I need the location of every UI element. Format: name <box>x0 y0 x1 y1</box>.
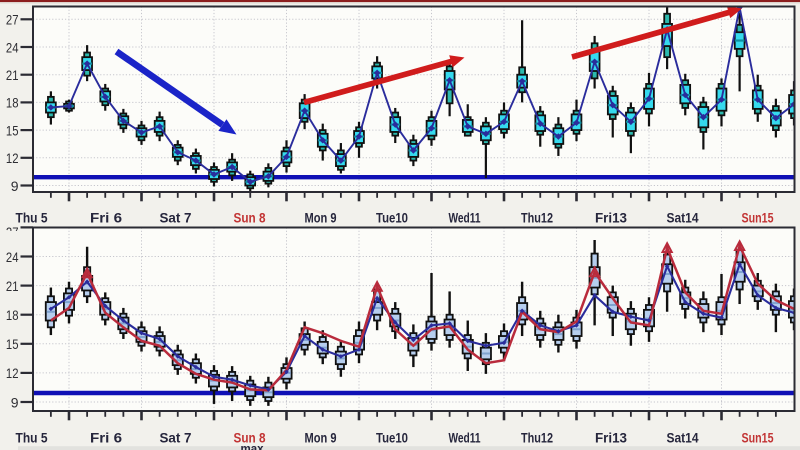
svg-text:18: 18 <box>6 95 19 111</box>
svg-text:Wed11: Wed11 <box>449 211 481 226</box>
svg-text:15: 15 <box>6 336 19 352</box>
svg-text:Thu12: Thu12 <box>521 211 553 226</box>
svg-text:15: 15 <box>6 122 19 138</box>
svg-text:27: 27 <box>6 12 19 28</box>
svg-text:Sun15: Sun15 <box>742 431 774 446</box>
svg-text:12: 12 <box>6 150 19 166</box>
svg-text:Mon 9: Mon 9 <box>305 431 337 446</box>
svg-text:18: 18 <box>6 307 19 323</box>
svg-text:9: 9 <box>11 394 19 410</box>
svg-text:Tue10: Tue10 <box>376 211 408 226</box>
svg-text:max: max <box>240 444 264 450</box>
svg-text:Fri13: Fri13 <box>595 211 627 226</box>
svg-text:Sun 8: Sun 8 <box>234 211 266 226</box>
svg-text:Sat14: Sat14 <box>667 211 699 226</box>
svg-text:21: 21 <box>6 278 19 294</box>
svg-text:21: 21 <box>6 67 19 83</box>
svg-text:Thu 5: Thu 5 <box>16 211 48 226</box>
svg-text:Thu12: Thu12 <box>521 431 553 446</box>
svg-text:Sat 7: Sat 7 <box>160 431 192 446</box>
svg-text:27: 27 <box>6 224 19 240</box>
svg-text:Thu 5: Thu 5 <box>16 431 48 446</box>
svg-text:Sat 7: Sat 7 <box>160 211 192 226</box>
svg-text:Tue10: Tue10 <box>376 431 408 446</box>
svg-text:Wed11: Wed11 <box>449 431 481 446</box>
svg-text:24: 24 <box>6 39 19 55</box>
svg-text:Sun15: Sun15 <box>742 211 774 226</box>
svg-text:12: 12 <box>6 365 19 381</box>
svg-text:Sun 8: Sun 8 <box>234 431 266 446</box>
svg-text:Fri 6: Fri 6 <box>90 211 122 226</box>
svg-text:Fri13: Fri13 <box>595 431 627 446</box>
svg-text:Fri 6: Fri 6 <box>90 431 122 446</box>
svg-text:Mon 9: Mon 9 <box>305 211 337 226</box>
svg-text:9: 9 <box>11 178 19 194</box>
svg-text:24: 24 <box>6 249 19 265</box>
svg-text:Sat14: Sat14 <box>667 431 699 446</box>
